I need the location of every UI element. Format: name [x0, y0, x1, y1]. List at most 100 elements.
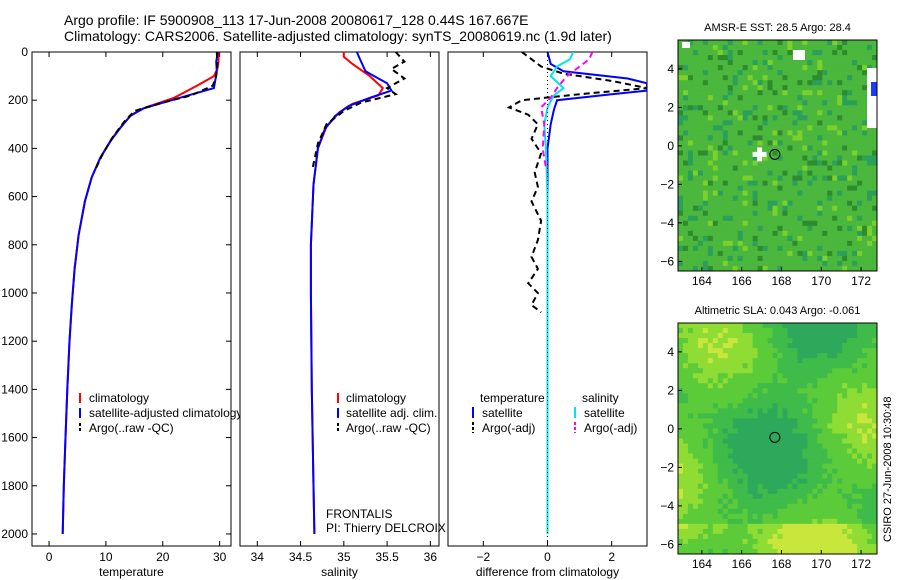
sla-cell [807, 533, 813, 540]
sst-cell [757, 205, 764, 212]
sla-cell [777, 428, 783, 434]
sst-cell [837, 135, 843, 141]
sla-cell [752, 333, 759, 339]
sst-cell [702, 85, 709, 91]
sla-cell [842, 513, 848, 520]
sla-cell [827, 383, 833, 389]
sst-cell [752, 255, 759, 262]
sla-cell [822, 383, 828, 389]
sla-cell [787, 498, 793, 505]
sst-cell [762, 90, 769, 96]
sla-cell [737, 428, 744, 434]
sst-cell [722, 145, 729, 151]
sst-cell [837, 60, 843, 66]
sla-cell [797, 508, 803, 515]
sla-cell [727, 403, 734, 409]
sst-cell [712, 150, 719, 156]
sla-cell [767, 393, 774, 399]
sst-cell [757, 75, 764, 81]
sst-cell [747, 235, 754, 242]
sst-cell [727, 255, 734, 262]
sst-cell [797, 45, 803, 51]
sst-cell [702, 40, 709, 46]
sla-cell [692, 323, 699, 329]
sla-cell [817, 363, 823, 369]
sla-cell [687, 378, 694, 384]
sla-cell [822, 408, 828, 414]
sst-cell [727, 130, 734, 136]
sst-cell [747, 135, 754, 141]
sst-cell [857, 215, 863, 222]
sst-cell [727, 230, 734, 237]
sla-cell [802, 508, 808, 515]
sla-cell [712, 438, 719, 445]
sla-cell [802, 503, 808, 510]
sst-cell [812, 135, 818, 141]
sst-cell [847, 155, 853, 162]
sst-cell [742, 180, 749, 187]
sla-cell [872, 413, 878, 419]
sla-cell [777, 538, 783, 545]
sla-cell [737, 348, 744, 354]
sst-cell [777, 255, 783, 262]
sst-cell [747, 215, 754, 222]
sla-cell [872, 528, 878, 535]
sst-cell [697, 210, 704, 217]
sla-cell [812, 548, 818, 555]
sst-cell [678, 150, 684, 156]
sst-cell [842, 100, 848, 106]
sla-cell [692, 418, 699, 424]
sst-cell [842, 85, 848, 91]
sst-cell [817, 200, 823, 207]
sla-cell [817, 543, 823, 550]
sst-cell [782, 250, 788, 257]
sla-cell [827, 543, 833, 550]
sla-cell [687, 458, 694, 465]
sst-cell [822, 45, 828, 51]
sst-cell [847, 75, 853, 81]
sla-cell [712, 363, 719, 369]
sla-cell [717, 538, 724, 545]
sst-cell [862, 245, 868, 252]
sst-cell [772, 215, 778, 222]
sla-cell [732, 503, 739, 510]
sla-cell [737, 403, 744, 409]
sla-cell [712, 338, 719, 344]
sst-cell [842, 245, 848, 252]
sla-cell [792, 343, 798, 349]
sst-cell [807, 265, 813, 272]
sla-cell [837, 333, 843, 339]
sla-cell [862, 473, 868, 480]
sla-cell [797, 343, 803, 349]
sst-cell [707, 165, 714, 172]
sst-cell [727, 100, 734, 106]
sla-cell [867, 468, 873, 475]
sst-cell [762, 130, 769, 136]
sst-cell [872, 190, 878, 197]
sla-cell [772, 388, 778, 394]
sst-cell [687, 85, 694, 91]
sla-cell [712, 463, 719, 470]
sst-cell [812, 250, 818, 257]
sla-cell [678, 428, 684, 434]
sst-cell [837, 185, 843, 192]
sst-cell [737, 265, 744, 272]
sla-cell [687, 463, 694, 470]
sst-cell [847, 130, 853, 136]
sla-cell [832, 483, 838, 490]
sst-cell [717, 110, 724, 116]
sst-cell [702, 60, 709, 66]
sst-cell [862, 150, 868, 156]
sla-cell [857, 468, 863, 475]
sst-cell [767, 85, 774, 91]
sla-cell [797, 383, 803, 389]
sst-cell [697, 110, 704, 116]
salinity-series-argo-raw-qc- [311, 52, 407, 168]
sla-cell [737, 473, 744, 480]
sst-cell [742, 185, 749, 192]
sla-cell [872, 343, 878, 349]
sst-cell [722, 110, 729, 116]
sst-cell [707, 145, 714, 151]
sla-cell [797, 363, 803, 369]
sla-cell [857, 503, 863, 510]
